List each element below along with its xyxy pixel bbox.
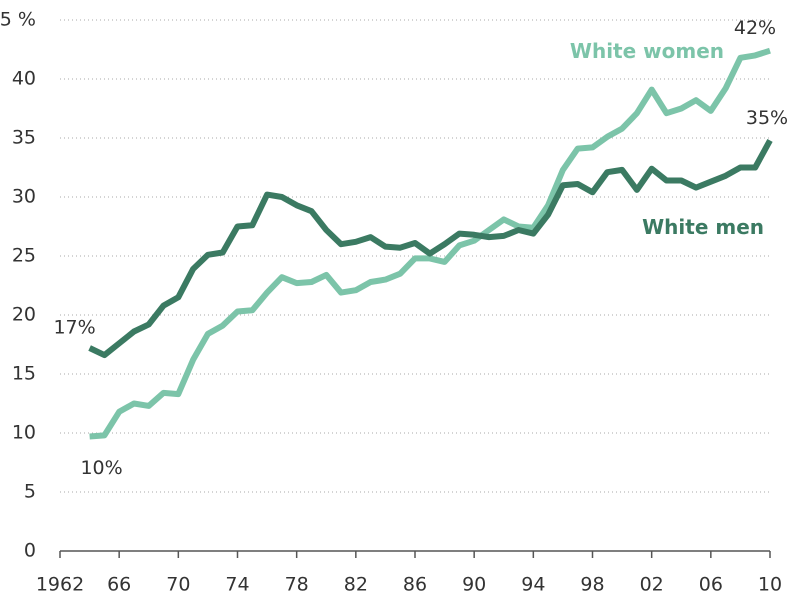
x-tick-label: 1962 <box>36 574 84 596</box>
x-tick-label: 02 <box>640 574 664 596</box>
y-tick-label: 25 <box>12 245 36 267</box>
x-tick-label: 98 <box>580 574 604 596</box>
x-tick-label: 70 <box>166 574 190 596</box>
x-tick-label: 06 <box>699 574 723 596</box>
x-tick-label: 74 <box>225 574 249 596</box>
value-label: 42% <box>734 17 776 39</box>
x-tick-label: 10 <box>758 574 782 596</box>
y-tick-label: 10 <box>12 422 36 444</box>
x-tick-label: 90 <box>462 574 486 596</box>
x-tick-label: 66 <box>107 574 131 596</box>
y-tick-label: 35 <box>12 127 36 149</box>
y-tick-label: 5 <box>24 481 36 503</box>
y-tick-label: 30 <box>12 186 36 208</box>
y-tick-label: 15 <box>12 363 36 385</box>
y-tick-label: 0 <box>24 540 36 562</box>
series-line <box>89 47 771 440</box>
x-tick-label: 78 <box>285 574 309 596</box>
series-line <box>88 138 773 359</box>
y-tick-label: 40 <box>12 68 36 90</box>
x-tick-label: 86 <box>403 574 427 596</box>
series-label: White men <box>642 215 764 239</box>
series-label: White women <box>570 39 724 63</box>
y-tick-label: 20 <box>12 304 36 326</box>
value-label: 35% <box>746 107 788 129</box>
x-tick-label: 94 <box>521 574 545 596</box>
value-label: 17% <box>53 317 95 339</box>
y-tick-label: 45 % <box>0 9 36 31</box>
value-label: 10% <box>80 457 122 479</box>
x-tick-label: 82 <box>344 574 368 596</box>
